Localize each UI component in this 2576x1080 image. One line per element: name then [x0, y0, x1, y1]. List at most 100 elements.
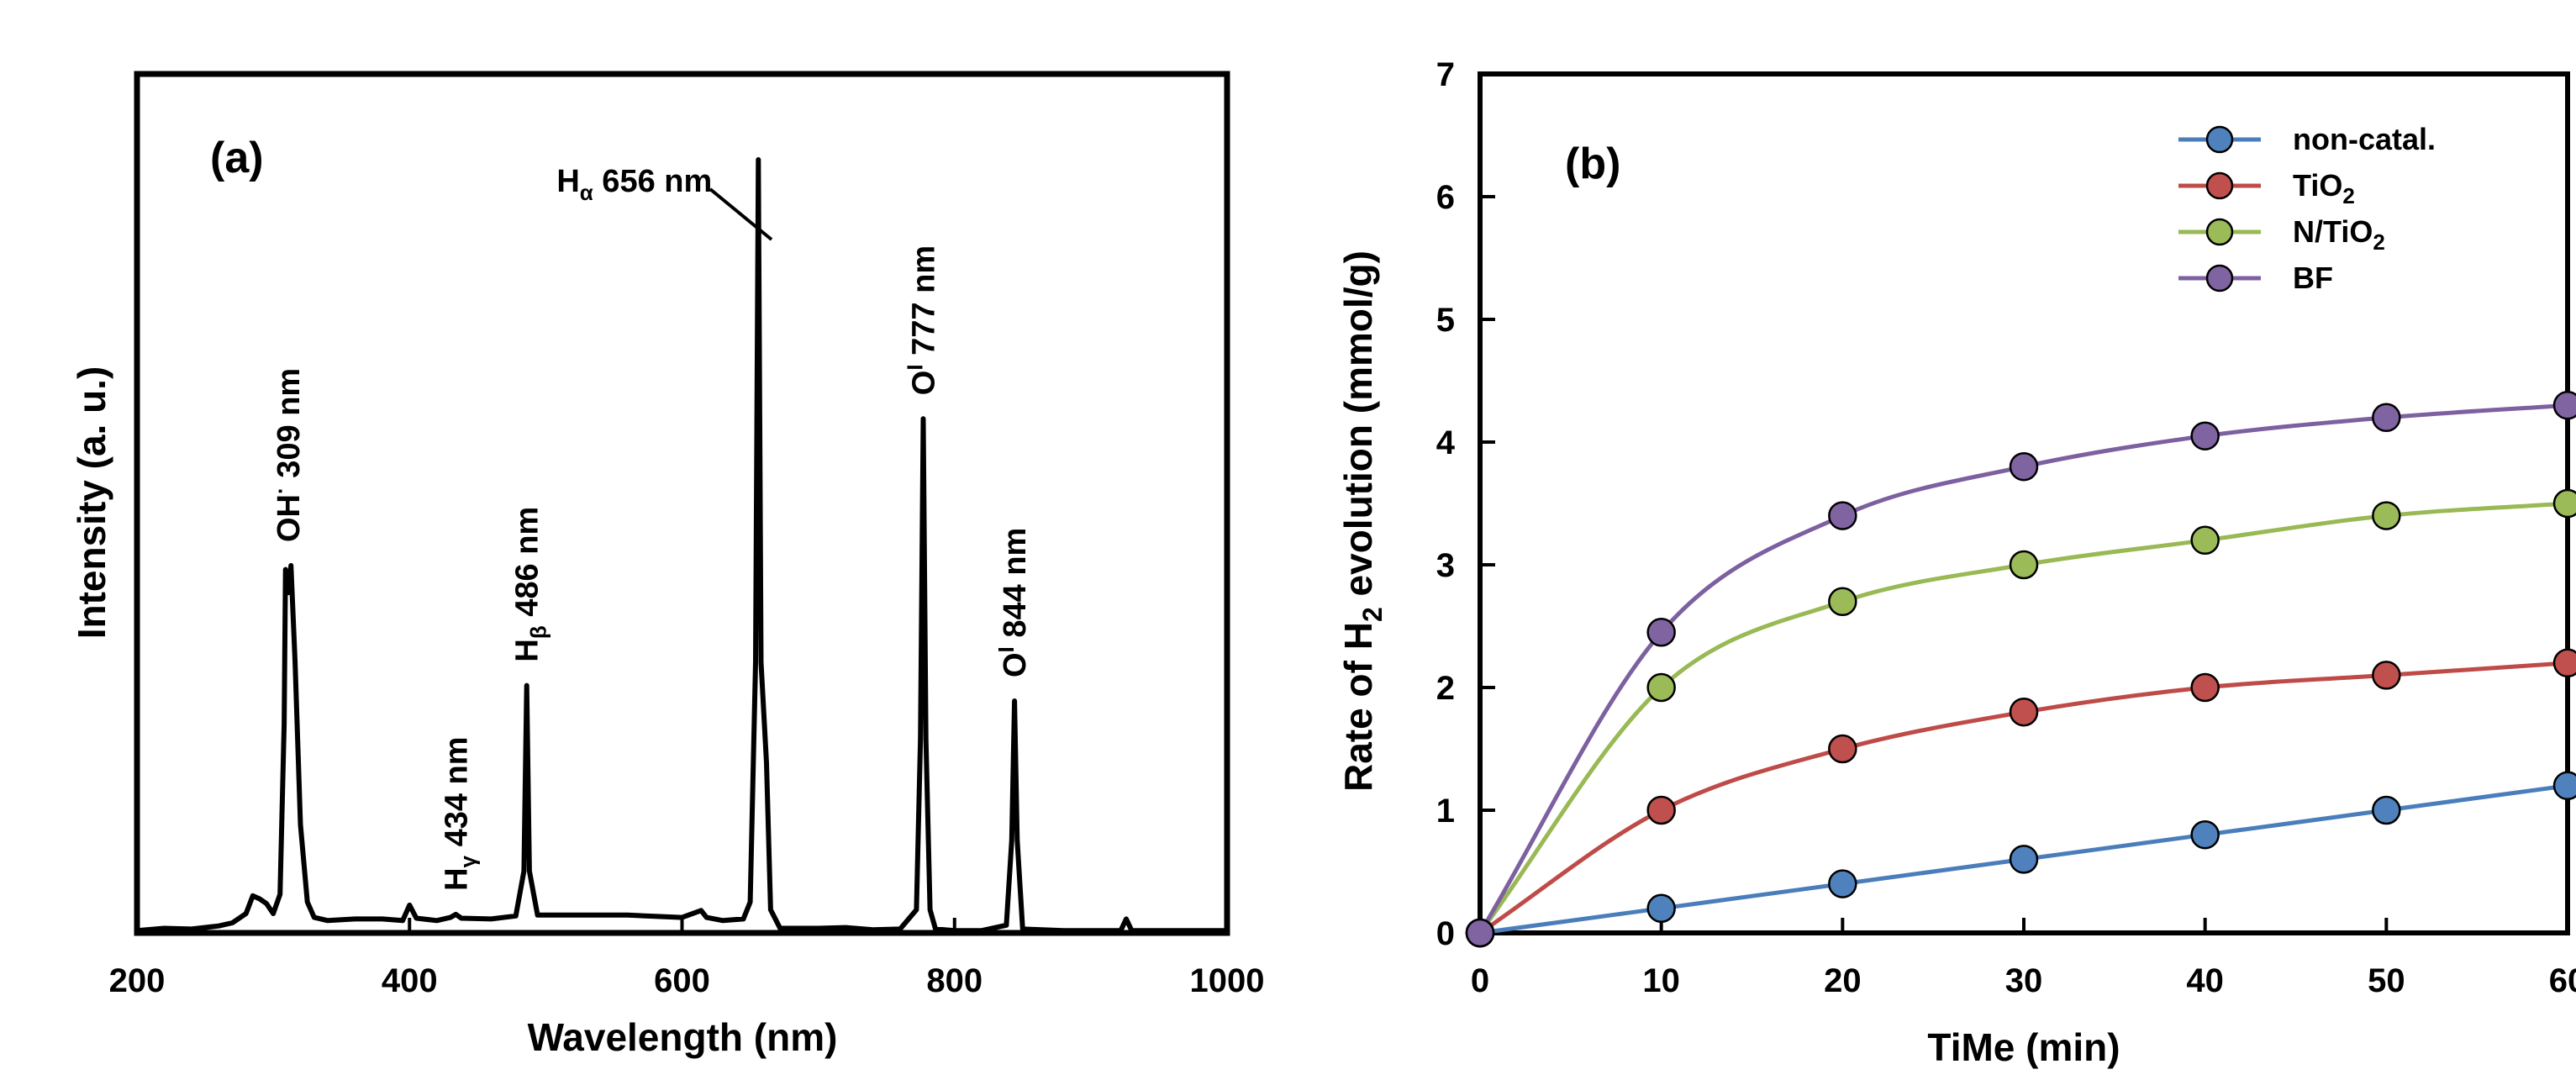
data-point-TiO2: [2190, 672, 2220, 703]
legend-marker: [2205, 264, 2234, 292]
peak-label-wavelength: 656 nm: [593, 164, 713, 199]
x-tick-label: 800: [926, 962, 982, 999]
data-point-non-catal.: [1828, 869, 1857, 898]
peak-label-wavelength: 309 nm: [271, 368, 307, 487]
data-point-non-catal.: [2190, 819, 2220, 850]
data-point-N/TiO2: [2009, 550, 2039, 580]
spectrum-line: [136, 157, 1227, 934]
data-point-TiO2: [2552, 648, 2576, 678]
peak-label-base: O: [998, 652, 1033, 677]
data-point-BF: [1465, 918, 1495, 948]
peak-label: OI 777 nm: [903, 245, 942, 395]
y-tick-label: 1: [1436, 793, 1455, 830]
legend-marker: [2205, 125, 2234, 154]
peak-label-wavelength: 844 nm: [998, 528, 1033, 647]
panel-b-ticks: 0 1 2 3 4 5 6 7 0 10 20 30 40 50 60: [1436, 56, 2576, 999]
peak-label: Hγ 434 nm: [439, 736, 480, 890]
data-point-N/TiO2: [2190, 525, 2220, 556]
data-point-non-catal.: [2552, 771, 2576, 801]
panel-b-series: [1465, 390, 2576, 948]
y-label-sub: 2: [1357, 607, 1388, 622]
data-point-N/TiO2: [1828, 587, 1857, 617]
x-tick-label: 50: [2368, 962, 2405, 999]
legend-label: N/TiO2: [2293, 214, 2385, 255]
y-tick-label: 2: [1436, 670, 1455, 707]
peak-label-base: OH: [271, 494, 307, 542]
y-tick-label: 6: [1436, 179, 1455, 216]
panel-b-x-axis-label: TiMe (min): [1927, 1025, 2120, 1069]
data-point-BF: [1646, 618, 1676, 647]
data-point-N/TiO2: [1646, 672, 1676, 703]
y-label-post: evolution (mmol/g): [1336, 250, 1380, 607]
legend-label-base: N/TiO: [2293, 214, 2373, 249]
data-point-non-catal.: [2009, 845, 2039, 874]
data-point-BF: [2009, 451, 2039, 482]
peak-label-base: H: [510, 639, 545, 661]
panel-b-plot-frame: [1478, 71, 2570, 935]
legend-label-subscript: 2: [2342, 183, 2354, 208]
peak-label-subscript: β: [526, 625, 551, 639]
panel-a-ticks: 200 400 600 800 1000: [109, 918, 1265, 999]
x-tick-label: 40: [2186, 962, 2224, 999]
panel-b-y-axis-label: Rate of H2 evolution (mmol/g): [1336, 250, 1388, 792]
peak-label-h-alpha: Hα 656 nm: [556, 164, 712, 205]
legend-label-subscript: 2: [2373, 229, 2384, 255]
x-tick-label: 60: [2549, 962, 2576, 999]
data-point-BF: [2190, 421, 2220, 450]
x-tick-label: 600: [654, 962, 710, 999]
data-point-BF: [2372, 403, 2401, 433]
y-tick-label: 0: [1436, 915, 1455, 952]
y-tick-label: 7: [1436, 56, 1455, 93]
data-point-non-catal.: [2372, 795, 2401, 825]
h-alpha-leader-line: [709, 187, 773, 241]
peak-label-wavelength: 777 nm: [907, 245, 942, 365]
peak-label-subscript: α: [580, 180, 593, 205]
peak-label-wavelength: 486 nm: [510, 507, 545, 626]
panel-a-y-axis-label: Intensity (a. u.): [70, 366, 113, 640]
x-tick-label: 30: [2005, 962, 2043, 999]
panel-b-label: (b): [1565, 140, 1620, 188]
legend-marker: [2205, 218, 2234, 246]
data-point-N/TiO2: [2552, 488, 2576, 519]
peak-label: OI 844 nm: [993, 528, 1033, 677]
legend-label-base: non-catal.: [2293, 122, 2436, 156]
data-point-TiO2: [2372, 661, 2401, 690]
y-tick-label: 5: [1436, 302, 1455, 339]
y-label-pre: Rate of H: [1336, 622, 1380, 792]
data-point-BF: [2552, 390, 2576, 420]
peak-label: Hβ 486 nm: [510, 507, 551, 662]
data-point-TiO2: [1646, 795, 1676, 825]
panel-b: 012345670102030405060 non-catal.TiO2N/Ti…: [1336, 56, 2576, 1069]
data-point-BF: [1828, 501, 1857, 530]
data-point-TiO2: [2009, 697, 2039, 727]
legend-label: non-catal.: [2293, 122, 2436, 156]
peak-label-superscript: I: [993, 646, 1019, 652]
legend-label-base: BF: [2293, 261, 2333, 295]
x-tick-label: 10: [1642, 962, 1680, 999]
data-point-N/TiO2: [2372, 501, 2401, 530]
legend-label-base: TiO: [2293, 168, 2342, 203]
x-tick-label: 20: [1824, 962, 1862, 999]
peak-label-superscript: ·: [267, 487, 292, 494]
y-tick-label: 4: [1436, 424, 1456, 461]
data-point-TiO2: [1828, 734, 1857, 764]
x-tick-label: 1000: [1190, 962, 1265, 999]
legend-label: TiO2: [2293, 168, 2355, 208]
peak-label-wavelength: 434 nm: [439, 736, 474, 856]
legend-marker: [2205, 171, 2234, 200]
panel-a-x-axis-label: Wavelength (nm): [528, 1015, 838, 1059]
peak-label-base: H: [439, 867, 474, 890]
panel-a-label: (a): [210, 134, 264, 182]
y-tick-label: 3: [1436, 547, 1455, 584]
peak-label-superscript: I: [903, 364, 928, 370]
peak-label-subscript: γ: [455, 855, 480, 867]
peak-label-base: H: [556, 164, 579, 199]
x-tick-label: 0: [1471, 962, 1489, 999]
x-tick-label: 200: [109, 962, 166, 999]
data-point-non-catal.: [1646, 893, 1676, 924]
x-tick-label: 400: [382, 962, 438, 999]
